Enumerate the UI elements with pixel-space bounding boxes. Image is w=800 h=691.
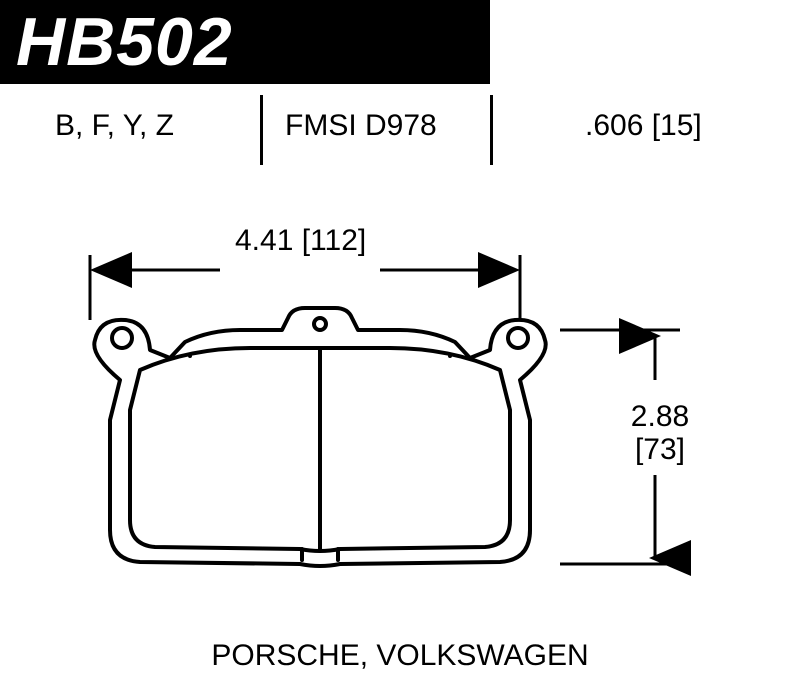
- spec-divider-2: [490, 95, 493, 165]
- height-dimension-label: 2.88 [73]: [610, 400, 710, 466]
- diagram-area: 4.41 [112] 2.88 [73]: [0, 180, 800, 620]
- width-dimension-label: 4.41 [112]: [235, 224, 366, 258]
- vehicle-brands: PORSCHE, VOLKSWAGEN: [0, 639, 800, 673]
- spec-divider-1: [260, 95, 263, 165]
- brake-pad-outline: [40, 300, 600, 620]
- height-mm: [73]: [635, 433, 685, 466]
- fmsi-code: FMSI D978: [285, 109, 437, 143]
- compounds: B, F, Y, Z: [55, 109, 174, 143]
- title-bar: HB502: [0, 0, 490, 84]
- height-in: 2.88: [631, 400, 689, 433]
- spec-row: B, F, Y, Z FMSI D978 .606 [15]: [20, 105, 780, 145]
- part-number: HB502: [16, 3, 233, 81]
- thickness: .606 [15]: [585, 109, 702, 143]
